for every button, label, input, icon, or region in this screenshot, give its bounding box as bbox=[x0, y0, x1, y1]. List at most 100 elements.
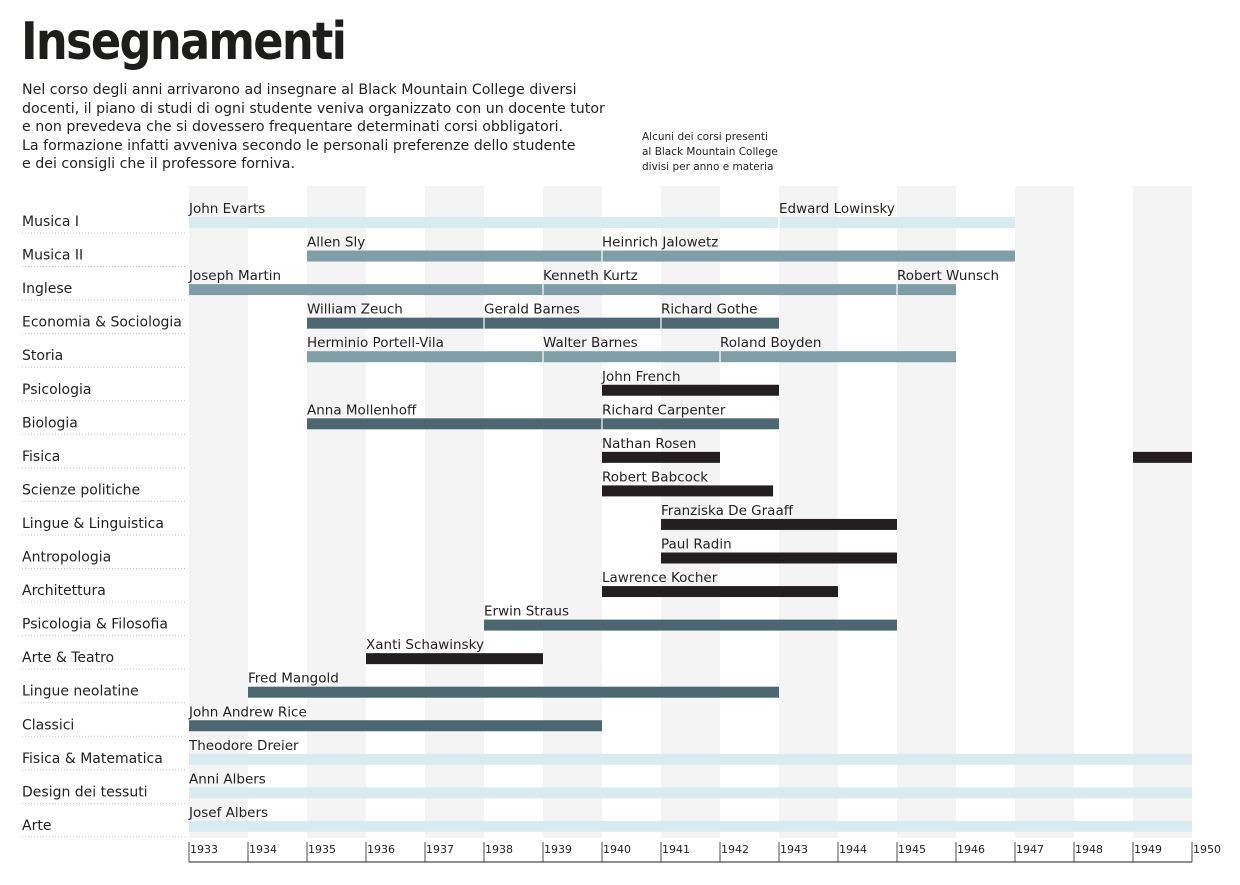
teacher-bar bbox=[189, 284, 543, 296]
teacher-label: Edward Lowinsky bbox=[779, 201, 895, 217]
subject-row: Classici John Andrew Rice bbox=[22, 704, 602, 733]
tick-label: 1947 bbox=[1016, 843, 1044, 856]
subject-row: Fisica & Matematica Theodore Dreier bbox=[22, 738, 1192, 767]
subject-row: Psicologia John French bbox=[22, 369, 779, 398]
note-line: al Black Mountain College bbox=[642, 146, 778, 158]
tick-label: 1943 bbox=[780, 843, 808, 856]
teacher-label: Heinrich Jalowetz bbox=[602, 235, 718, 251]
tick-label: 1948 bbox=[1075, 843, 1103, 856]
teacher-label: John French bbox=[601, 369, 681, 385]
tick-label: 1944 bbox=[839, 843, 867, 856]
subject-label: Scienze politiche bbox=[22, 482, 140, 498]
teacher-bar bbox=[897, 284, 956, 296]
teacher-label: Paul Radin bbox=[661, 537, 732, 553]
teacher-label: Roland Boyden bbox=[720, 335, 821, 351]
tick-label: 1950 bbox=[1193, 843, 1221, 856]
teacher-bar bbox=[189, 720, 602, 732]
teacher-label: Herminio Portell-Vila bbox=[307, 335, 444, 351]
subject-row: Arte Josef Albers bbox=[22, 805, 1192, 834]
teacher-bar bbox=[720, 351, 956, 363]
teacher-label: Franziska De Graaff bbox=[661, 503, 794, 519]
subject-label: Fisica bbox=[22, 449, 60, 465]
year-band bbox=[1133, 186, 1192, 838]
teacher-bar bbox=[248, 686, 779, 698]
intro-line: La formazione infatti avveniva secondo l… bbox=[22, 137, 576, 154]
intro-line: e non prevedeva che si dovessero frequen… bbox=[22, 119, 564, 136]
teacher-label: Kenneth Kurtz bbox=[543, 268, 638, 284]
intro-line: docenti, il piano di studi di ogni stude… bbox=[22, 100, 605, 117]
teacher-bar bbox=[661, 552, 897, 564]
teacher-label: Anna Mollenhoff bbox=[307, 402, 417, 418]
teacher-label: Joseph Martin bbox=[188, 268, 281, 284]
teacher-label: Richard Gothe bbox=[661, 302, 757, 318]
year-band bbox=[425, 186, 484, 838]
teacher-bar bbox=[602, 384, 779, 396]
teacher-label: Gerald Barnes bbox=[484, 302, 580, 318]
teacher-label: Lawrence Kocher bbox=[602, 570, 718, 586]
subject-label: Fisica & Matematica bbox=[22, 751, 163, 767]
teacher-label: Richard Carpenter bbox=[602, 402, 726, 418]
subject-label: Inglese bbox=[22, 281, 72, 297]
teacher-label: Erwin Straus bbox=[484, 604, 569, 620]
tick-label: 1939 bbox=[544, 843, 572, 856]
tick-label: 1936 bbox=[367, 843, 395, 856]
teacher-bar bbox=[189, 820, 1192, 832]
subject-label: Musica II bbox=[22, 248, 83, 264]
row-separators bbox=[22, 232, 186, 838]
subject-label: Lingue & Linguistica bbox=[22, 516, 164, 532]
tick-label: 1934 bbox=[249, 843, 277, 856]
teacher-label: Allen Sly bbox=[307, 235, 365, 251]
teacher-bar bbox=[661, 518, 897, 530]
subject-label: Lingue neolatine bbox=[22, 684, 139, 700]
subject-row: Lingue neolatine Fred Mangold bbox=[22, 671, 779, 700]
teacher-bar bbox=[307, 351, 543, 363]
subject-label: Psicologia & Filosofia bbox=[22, 617, 168, 633]
subject-row: Inglese Joseph Martin Kenneth Kurtz Robert … bbox=[22, 268, 999, 297]
teacher-label: Theodore Dreier bbox=[188, 738, 299, 754]
teacher-bar bbox=[602, 485, 774, 497]
teacher-label: Josef Albers bbox=[188, 805, 268, 821]
teacher-bar bbox=[602, 451, 720, 463]
x-axis: 1933 1934 1935 1936 1937 1938 1939 1940 1941 1942… bbox=[188, 842, 1221, 863]
subject-label: Biologia bbox=[22, 415, 78, 431]
subject-label: Design dei tessuti bbox=[22, 784, 148, 800]
subject-label: Arte bbox=[22, 818, 51, 834]
subject-row: Lingue & Linguistica Franziska De Graaff bbox=[22, 503, 897, 532]
note-line: Alcuni dei corsi presenti bbox=[642, 131, 768, 143]
subject-row: Scienze politiche Robert Babcock bbox=[22, 469, 774, 498]
subject-row: Antropologia Paul Radin bbox=[22, 537, 897, 566]
teacher-label: Walter Barnes bbox=[543, 335, 638, 351]
teacher-label: John Evarts bbox=[188, 201, 265, 217]
teacher-bar bbox=[307, 418, 602, 430]
teacher-bar bbox=[602, 250, 1015, 262]
tick-label: 1937 bbox=[426, 843, 454, 856]
teacher-label: Nathan Rosen bbox=[602, 436, 696, 452]
tick-label: 1933 bbox=[190, 843, 218, 856]
year-band bbox=[307, 186, 366, 838]
teacher-bar bbox=[484, 619, 897, 631]
subject-label: Musica I bbox=[22, 214, 79, 230]
subject-row: Arte & Teatro Xanti Schawinsky bbox=[22, 637, 543, 666]
subject-row: Psicologia & Filosofia Erwin Straus bbox=[22, 604, 897, 633]
subject-label: Storia bbox=[22, 348, 63, 364]
teacher-bar bbox=[602, 418, 779, 430]
subject-label: Psicologia bbox=[22, 382, 91, 398]
tick-label: 1938 bbox=[485, 843, 513, 856]
teacher-bar bbox=[1133, 451, 1192, 463]
subject-row: Design dei tessuti Anni Albers bbox=[22, 771, 1192, 800]
subject-label: Arte & Teatro bbox=[22, 650, 114, 666]
subject-label: Antropologia bbox=[22, 550, 111, 566]
subject-row: Architettura Lawrence Kocher bbox=[22, 570, 838, 599]
teacher-bar bbox=[307, 250, 602, 262]
teacher-label: William Zeuch bbox=[307, 302, 403, 318]
tick-label: 1942 bbox=[721, 843, 749, 856]
subject-row: Economia & Sociologia William Zeuch Gerald… bbox=[22, 302, 779, 331]
subject-row: Musica I John Evarts Edward Lowinsky bbox=[22, 201, 1015, 230]
teacher-bar bbox=[543, 351, 720, 363]
teacher-label: Fred Mangold bbox=[248, 671, 339, 687]
subject-label: Economia & Sociologia bbox=[22, 315, 182, 331]
subject-row: Musica II Allen Sly Heinrich Jalowetz bbox=[22, 235, 1015, 264]
subject-row: Biologia Anna Mollenhoff Richard Carpenter bbox=[22, 402, 779, 431]
tick-label: 1940 bbox=[603, 843, 631, 856]
